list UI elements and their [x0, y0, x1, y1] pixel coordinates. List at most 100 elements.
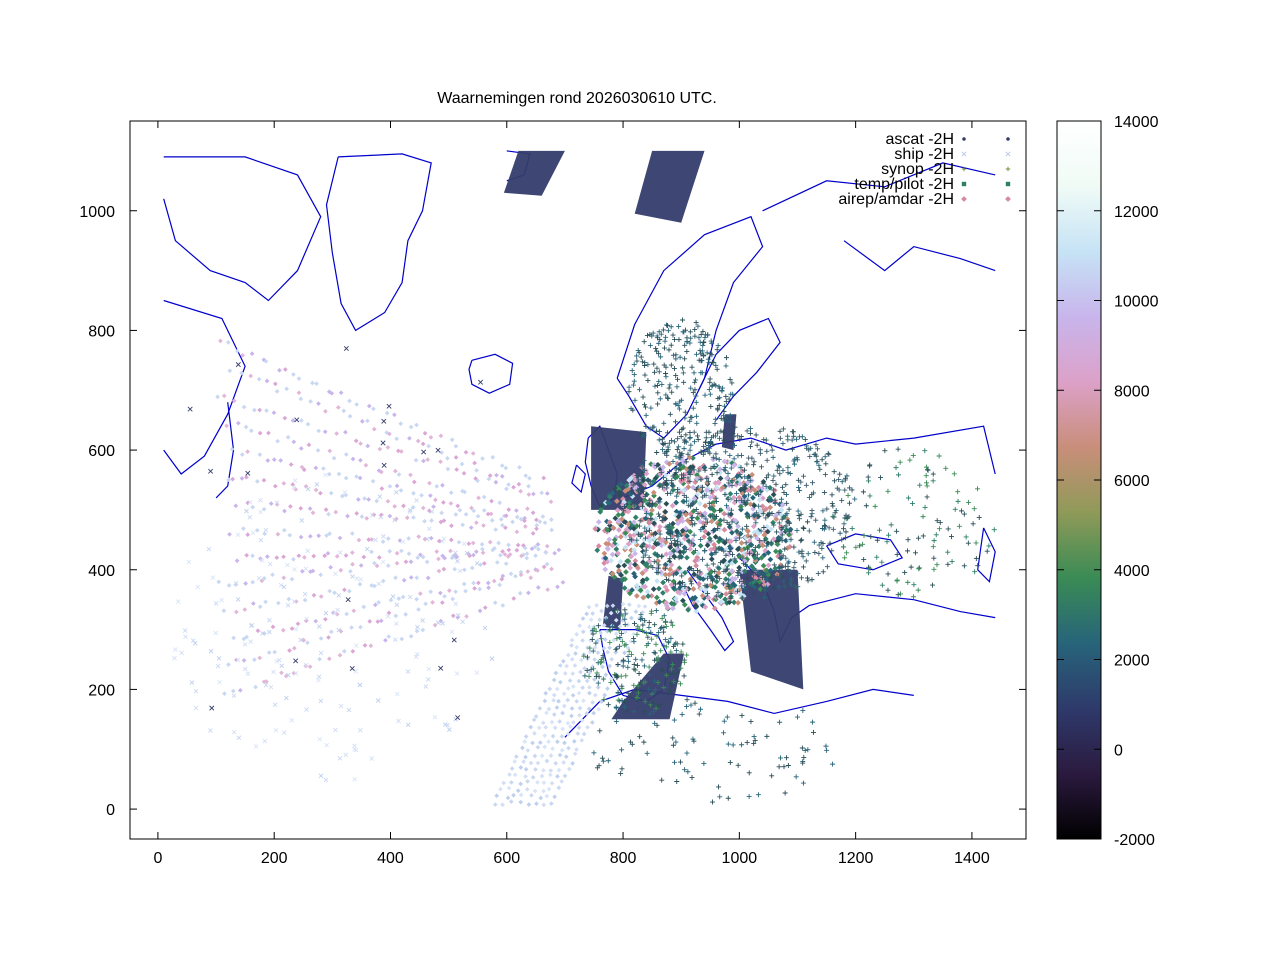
observation-point — [702, 502, 709, 509]
observation-point — [274, 389, 280, 394]
observation-point — [785, 470, 791, 476]
observation-point — [684, 339, 690, 345]
observation-point — [764, 457, 770, 463]
observation-point — [728, 465, 734, 471]
observation-point — [478, 562, 483, 568]
observation-point — [234, 558, 240, 564]
observation-point — [727, 545, 734, 552]
observation-point — [690, 455, 696, 461]
observation-point — [642, 362, 648, 368]
observation-point — [477, 608, 483, 614]
observation-point — [768, 497, 774, 503]
observation-point — [726, 482, 733, 489]
observation-point — [687, 329, 693, 335]
observation-point — [334, 553, 340, 559]
observation-point — [584, 667, 590, 673]
observation-point — [595, 680, 601, 686]
observation-point — [619, 683, 625, 689]
observation-point — [668, 362, 674, 368]
observation-point — [406, 536, 411, 541]
observation-point — [511, 792, 516, 798]
observation-point — [647, 537, 653, 544]
coastline — [843, 240, 996, 272]
observation-point — [745, 533, 751, 539]
observation-point — [447, 588, 452, 593]
observation-point — [648, 515, 654, 521]
observation-point — [688, 503, 694, 509]
observation-point — [637, 431, 643, 437]
observation-point — [776, 510, 782, 516]
observation-point — [640, 488, 646, 494]
observation-point — [396, 718, 401, 724]
observation-point — [618, 611, 624, 617]
observation-point — [517, 590, 523, 596]
observation-point — [701, 760, 707, 766]
observation-point — [514, 529, 520, 535]
observation-point — [289, 576, 295, 582]
observation-point — [836, 487, 842, 493]
observation-point — [507, 552, 513, 557]
observation-point — [518, 799, 524, 805]
observation-point — [727, 578, 733, 585]
observation-point — [656, 437, 662, 443]
observation-point — [664, 659, 670, 665]
observation-point — [721, 730, 727, 736]
observation-point — [593, 692, 598, 698]
observation-point — [613, 650, 619, 655]
observation-point — [369, 549, 374, 555]
y-tick-label: 200 — [88, 682, 115, 699]
observation-point — [625, 541, 632, 547]
observation-point — [460, 619, 465, 625]
observation-point — [725, 505, 732, 512]
observation-point — [911, 594, 917, 600]
observation-point — [695, 550, 701, 557]
observation-point — [934, 518, 940, 524]
observation-point — [338, 628, 344, 634]
observation-point — [245, 470, 251, 476]
observation-point — [626, 477, 633, 483]
observation-point — [590, 648, 596, 654]
observation-point — [392, 412, 397, 418]
observation-point — [271, 410, 277, 416]
observation-point — [640, 594, 647, 601]
observation-point — [358, 457, 363, 463]
observation-point — [895, 592, 901, 598]
observation-point — [752, 738, 758, 744]
observation-point — [820, 569, 826, 575]
observation-point — [210, 575, 216, 580]
observation-point — [518, 569, 524, 575]
observation-point — [589, 636, 595, 642]
observation-point — [822, 517, 828, 523]
observation-point — [675, 543, 681, 549]
observation-point — [909, 501, 915, 507]
observation-point — [662, 637, 668, 643]
observation-point — [690, 736, 696, 742]
observation-point — [733, 481, 740, 488]
observation-point — [894, 552, 900, 558]
observation-point — [304, 616, 310, 622]
observation-point — [896, 472, 902, 478]
observation-point — [387, 513, 393, 519]
observation-point — [426, 526, 432, 532]
observation-point — [616, 567, 622, 574]
observation-point — [708, 551, 715, 558]
observation-point — [300, 568, 305, 574]
observation-point — [577, 623, 583, 629]
observation-point — [627, 602, 632, 607]
observation-point — [262, 738, 268, 744]
observation-point — [420, 554, 426, 560]
observation-point — [616, 489, 623, 496]
observation-point — [299, 464, 305, 470]
observation-point — [663, 364, 669, 370]
observation-point — [619, 747, 625, 753]
observation-point — [777, 719, 783, 725]
observation-point — [886, 532, 892, 538]
observation-point — [652, 383, 658, 389]
observation-point — [682, 659, 688, 665]
observation-point — [538, 795, 544, 801]
observation-point — [670, 578, 677, 585]
observation-point — [809, 480, 815, 486]
observation-point — [498, 517, 504, 522]
observation-point — [243, 581, 248, 586]
observation-point — [414, 422, 419, 428]
